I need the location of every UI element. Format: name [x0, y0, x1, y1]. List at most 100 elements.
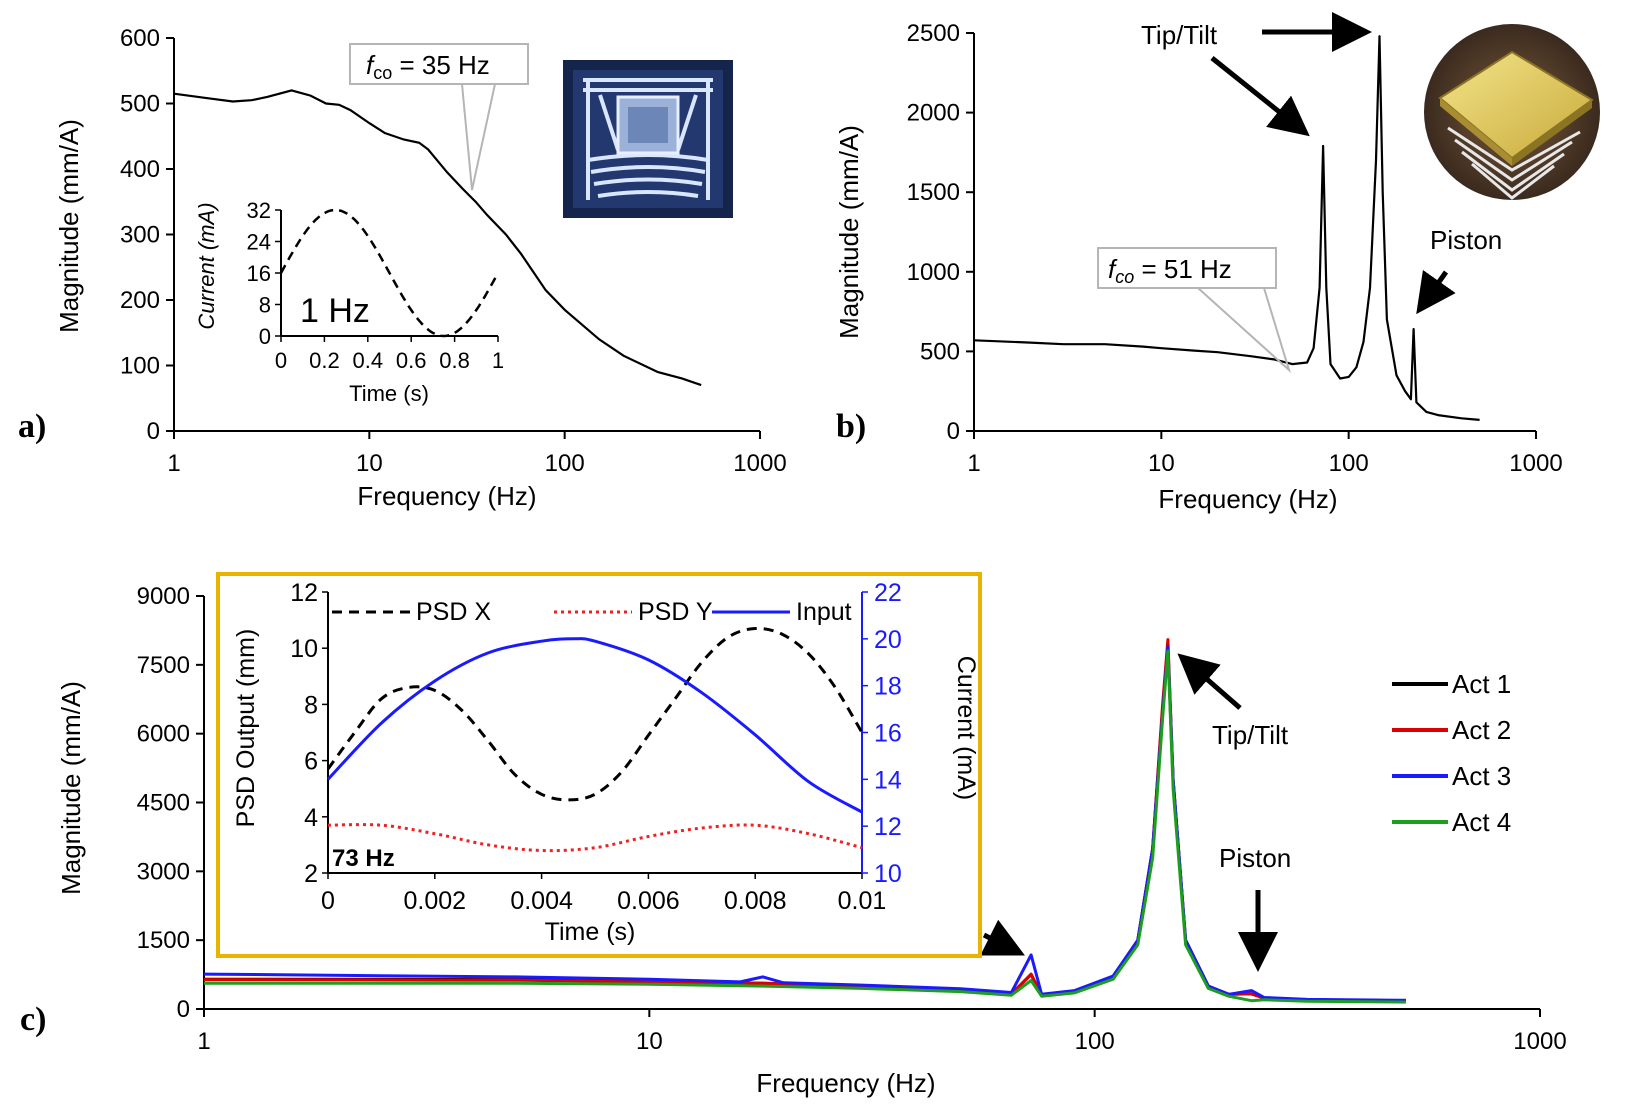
- panel-b-tiptilt-label: Tip/Tilt: [1141, 20, 1218, 50]
- panel-b-ytick-label: 2000: [907, 100, 960, 127]
- panel-a-label: a): [18, 408, 46, 445]
- panel-b-xlabel: Frequency (Hz): [1158, 484, 1337, 514]
- panel-c-inset-legend-label: PSD X: [416, 598, 491, 626]
- panel-c-inset-xlabel: Time (s): [545, 918, 636, 946]
- panel-b-ytick-label: 2500: [907, 20, 960, 47]
- panel-c-inset-ytick-left-label: 8: [304, 691, 318, 719]
- panel-c-inset-ytick-right-label: 16: [874, 720, 902, 748]
- panel-a-xlabel: Frequency (Hz): [357, 481, 536, 511]
- panel-c-xtick-label: 1: [197, 1028, 210, 1055]
- panel-b-magnitude-line: [973, 35, 1480, 421]
- panel-c-inset-ylabel-right: Current (mA): [952, 656, 980, 800]
- panel-c-series-act-3: [203, 645, 1406, 1002]
- panel-a-ytick-label: 100: [120, 353, 160, 380]
- panel-c-inset-series-psd-x: [326, 626, 864, 802]
- panel-c-ylabel: Magnitude (mm/A): [56, 681, 86, 895]
- panel-b-series: [973, 35, 1480, 421]
- panel-a-inset-xtick-label: 0.2: [309, 348, 340, 373]
- panel-c-inset-ytick-right-label: 22: [874, 579, 902, 607]
- panel-c-inset-ytick-right-label: 18: [874, 673, 902, 701]
- panel-c-tiptilt-arrow: [1177, 653, 1242, 710]
- panel-a-xtick-label: 100: [545, 450, 585, 477]
- panel-c-inset-ticks: 0 0.002 0.004 0.006 0.008 0.01 2 4 6 8 10 12 10 12 14 1…: [290, 579, 902, 915]
- panel-a-xtick-label: 10: [356, 450, 383, 477]
- panel-c-ytick-label: 7500: [137, 652, 190, 679]
- panel-c-legend-label: Act 4: [1452, 807, 1511, 837]
- panel-c-73hz-arrow: [980, 919, 1025, 956]
- panel-b-fco-box: [1097, 247, 1277, 289]
- panel-b-ytick-label: 500: [920, 338, 960, 365]
- panel-c-legend-label: Act 3: [1452, 761, 1511, 791]
- panel-a-fco-text: fco = 35 Hz: [366, 50, 490, 83]
- panel-a-inset-ytick-label: 32: [247, 198, 271, 223]
- panel-c-inset-xtick-label: 0.008: [724, 887, 787, 915]
- panel-b-fco-text: fco = 51 Hz: [1108, 254, 1232, 287]
- panel-a-ytick-label: 200: [120, 287, 160, 314]
- panel-b-ytick-label: 0: [947, 418, 960, 445]
- panel-c-ytick-label: 3000: [137, 858, 190, 885]
- panel-c-inset-series-input: [326, 637, 863, 814]
- panel-a-inset-ytick-label: 8: [259, 293, 271, 318]
- panel-c-inset-ylabel-left: PSD Output (mm): [232, 629, 260, 828]
- panel-a-fco-pointer: [461, 83, 496, 191]
- panel-b-piston-label: Piston: [1430, 225, 1502, 255]
- panel-c-legend: Act 1 Act 2 Act 3 Act 4: [1392, 669, 1511, 837]
- panel-c-inset-xtick-label: 0.002: [404, 887, 467, 915]
- panel-b-axes: [973, 33, 1536, 432]
- panel-c-inset-frame: [216, 572, 982, 958]
- panel-c-inset-legend-label: Input: [796, 598, 852, 626]
- panel-c-xtick-label: 1000: [1513, 1028, 1566, 1055]
- panel-c-legend-label: Act 1: [1452, 669, 1511, 699]
- panel-a-magnitude-line: [173, 89, 702, 387]
- panel-a-ytick-label: 0: [147, 418, 160, 445]
- panel-b-label: b): [836, 408, 866, 445]
- panel-c-inset-xtick-label: 0.01: [838, 887, 887, 915]
- panel-a-xtick-label: 1000: [733, 450, 786, 477]
- panel-b-ticks: 1 10 100 1000 0 500 1000 1500 2000 2500: [907, 20, 1563, 477]
- panel-a-inset-xtick-label: 0.4: [353, 348, 384, 373]
- panel-c-ytick-label: 1500: [137, 927, 190, 954]
- panel-a-ytick-label: 300: [120, 222, 160, 249]
- panel-a-inset-ticks: 0 0.2 0.4 0.6 0.8 1 0 8 16 24 32: [247, 198, 505, 373]
- panel-c-inset-series-psd-y: [327, 823, 863, 853]
- panel-c-inset: 0 0.002 0.004 0.006 0.008 0.01 2 4 6 8 10 12 10 12 14 1…: [216, 572, 982, 958]
- panel-c-inset-ytick-left-label: 2: [304, 860, 318, 888]
- panel-c-ytick-label: 6000: [137, 721, 190, 748]
- panel-a-inset-xtick-label: 0.8: [439, 348, 470, 373]
- panel-c-inset-ytick-left-label: 12: [290, 579, 318, 607]
- panel-c-piston-label: Piston: [1219, 843, 1291, 873]
- panel-b: b) 1 10 100 1000 0 500 1000 1500 2000 2500 Freque…: [834, 12, 1600, 514]
- panel-a-ytick-label: 600: [120, 25, 160, 52]
- panel-c-inset-series: [326, 626, 864, 853]
- panel-b-piston-arrow: [1416, 269, 1456, 315]
- panel-c-ytick-label: 9000: [137, 583, 190, 610]
- panel-c-inset-legend-label: PSD Y: [638, 598, 713, 626]
- panel-c-ytick-label: 0: [177, 996, 190, 1023]
- panel-b-xtick-label: 10: [1148, 450, 1175, 477]
- panel-b-xtick-label: 100: [1329, 450, 1369, 477]
- panel-a-inset: 0 0.2 0.4 0.6 0.8 1 0 8 16 24 32 Time (s) Current …: [194, 198, 504, 406]
- panel-c-inset-ytick-right-label: 20: [874, 626, 902, 654]
- panel-b-ytick-label: 1000: [907, 259, 960, 286]
- panel-a-xtick-label: 1: [167, 450, 180, 477]
- panel-c-inset-ytick-right-label: 12: [874, 813, 902, 841]
- panel-c-inset-ytick-left-label: 6: [304, 748, 318, 776]
- panel-c-inset-xtick-label: 0.006: [617, 887, 680, 915]
- panel-b-ylabel: Magnitude (mm/A): [834, 125, 864, 339]
- panel-c-inset-ytick-right-label: 14: [874, 766, 902, 794]
- panel-c-ytick-label: 4500: [137, 790, 190, 817]
- panel-c-inset-ytick-left-label: 4: [304, 804, 318, 832]
- panel-c-inset-freq-label: 73 Hz: [332, 845, 395, 872]
- panel-a-ytick-label: 500: [120, 91, 160, 118]
- panel-b-xtick-label: 1000: [1509, 450, 1562, 477]
- panel-b-xtick-label: 1: [967, 450, 980, 477]
- panel-c-series: [203, 638, 1406, 1004]
- panel-a-inset-xlabel: Time (s): [349, 381, 429, 406]
- panel-c-xlabel: Frequency (Hz): [756, 1068, 935, 1098]
- mems-mirror-perspective-photo: [1424, 24, 1600, 200]
- panel-a-inset-current-curve: [279, 208, 500, 338]
- panel-a-inset-xtick-label: 0.6: [396, 348, 427, 373]
